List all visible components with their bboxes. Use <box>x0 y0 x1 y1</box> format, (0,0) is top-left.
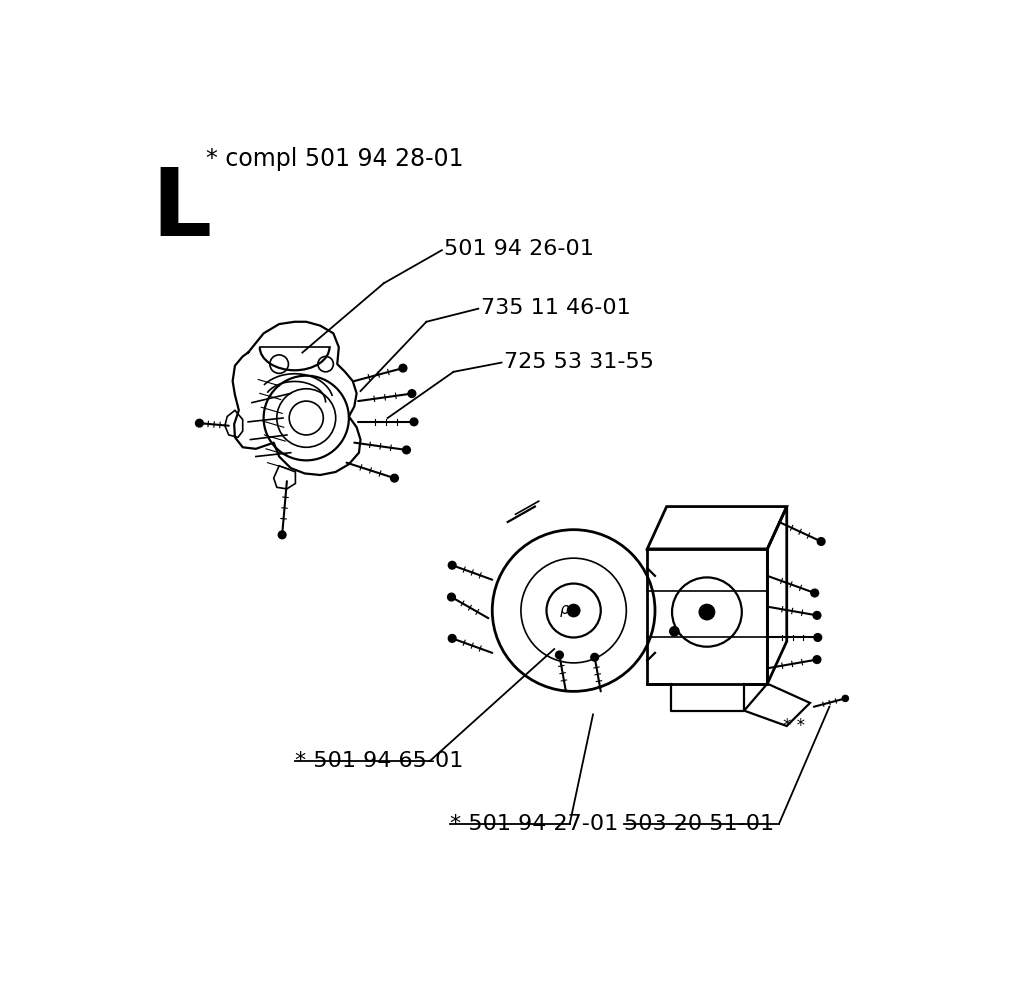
Circle shape <box>449 561 456 569</box>
Text: * compl 501 94 28-01: * compl 501 94 28-01 <box>206 147 463 171</box>
Text: 735 11 46-01: 735 11 46-01 <box>480 298 631 318</box>
Text: 503 20 51-01: 503 20 51-01 <box>624 814 774 834</box>
Text: * *: * * <box>783 717 805 735</box>
Text: L: L <box>152 164 211 256</box>
Circle shape <box>449 635 456 643</box>
Circle shape <box>811 590 818 596</box>
Text: 725 53 31-55: 725 53 31-55 <box>504 352 654 372</box>
Circle shape <box>842 696 849 701</box>
Circle shape <box>399 364 407 372</box>
Circle shape <box>410 418 418 426</box>
Circle shape <box>279 531 286 539</box>
Circle shape <box>670 627 679 636</box>
Circle shape <box>408 389 416 397</box>
Circle shape <box>567 604 580 617</box>
Circle shape <box>699 604 715 620</box>
Circle shape <box>813 655 821 663</box>
Text: * 501 94 65-01: * 501 94 65-01 <box>295 750 463 771</box>
Circle shape <box>813 611 821 619</box>
Circle shape <box>817 538 825 545</box>
Text: 501 94 26-01: 501 94 26-01 <box>444 238 594 259</box>
Text: ρ: ρ <box>560 602 569 617</box>
Circle shape <box>814 634 821 642</box>
Circle shape <box>556 651 563 659</box>
Circle shape <box>196 419 204 427</box>
Text: * 501 94 27-01: * 501 94 27-01 <box>450 814 617 834</box>
Circle shape <box>390 474 398 482</box>
Circle shape <box>447 594 456 601</box>
Circle shape <box>402 446 411 454</box>
Circle shape <box>591 653 599 661</box>
